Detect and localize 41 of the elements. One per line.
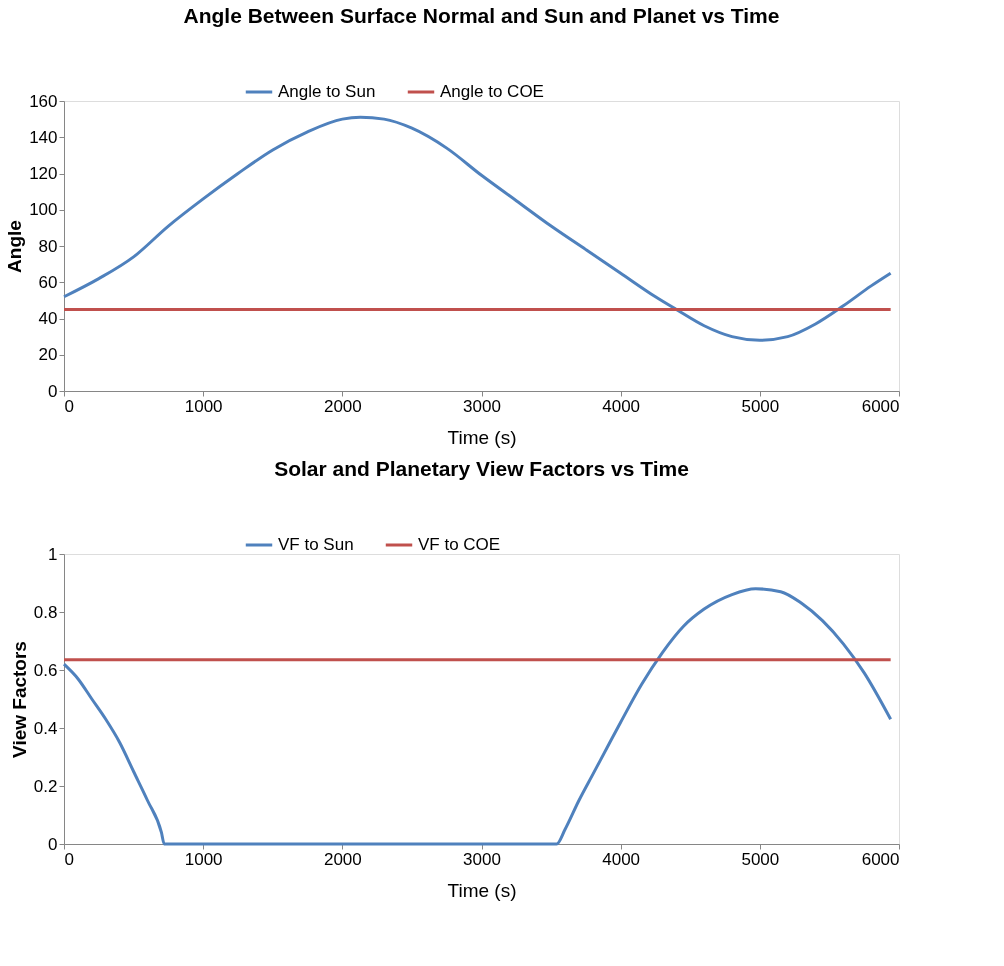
legend-label: Angle to Sun (278, 82, 376, 101)
x-tick-label: 2000 (323, 849, 362, 869)
x-tick-label: 5000 (741, 396, 780, 416)
y-axis-title: View Factors (8, 641, 30, 758)
chart-title: Angle Between Surface Normal and Sun and Planet vs Time (183, 4, 780, 27)
legend-label: VF to COE (418, 535, 501, 554)
x-tick-label: 3000 (463, 396, 501, 416)
x-tick-label: 0 (64, 849, 74, 869)
line-series (62, 587, 893, 846)
y-tick-label: 1 (48, 544, 58, 564)
y-tick-label: 100 (29, 200, 58, 220)
legend-label: Angle to COE (440, 82, 544, 101)
x-axis-title: Time (s) (447, 426, 517, 448)
x-tick-label: 2000 (323, 396, 362, 416)
y-tick-label: 40 (38, 309, 58, 328)
x-tick-label: 4000 (602, 849, 641, 869)
x-tick-label: 4000 (602, 396, 641, 416)
y-axis-title: Angle (4, 220, 26, 273)
x-tick-label: 1000 (184, 849, 223, 869)
x-tick-label: 5000 (741, 849, 780, 869)
y-tick-label: 0.8 (33, 602, 58, 622)
legend-label: VF to Sun (278, 535, 354, 554)
y-tick-label: 80 (38, 236, 58, 256)
x-tick-label: 6000 (861, 849, 900, 869)
x-tick-label: 3000 (463, 849, 501, 869)
y-tick-label: 160 (29, 91, 58, 111)
x-axis-title: Time (s) (447, 879, 517, 901)
y-tick-label: 0.6 (33, 660, 58, 680)
chart-title: Solar and Planetary View Factors vs Time (274, 457, 689, 480)
y-tick-label: 0 (48, 834, 58, 854)
y-tick-label: 0 (48, 381, 58, 401)
y-tick-label: 0.2 (33, 776, 58, 796)
y-tick-label: 120 (29, 164, 58, 183)
y-tick-label: 60 (38, 272, 58, 292)
x-tick-label: 0 (64, 396, 74, 416)
x-tick-label: 6000 (861, 396, 900, 416)
y-tick-label: 140 (29, 127, 58, 147)
y-tick-label: 20 (38, 345, 58, 365)
x-tick-label: 1000 (184, 396, 223, 416)
y-tick-label: 0.4 (33, 718, 58, 738)
line-series (62, 115, 893, 342)
